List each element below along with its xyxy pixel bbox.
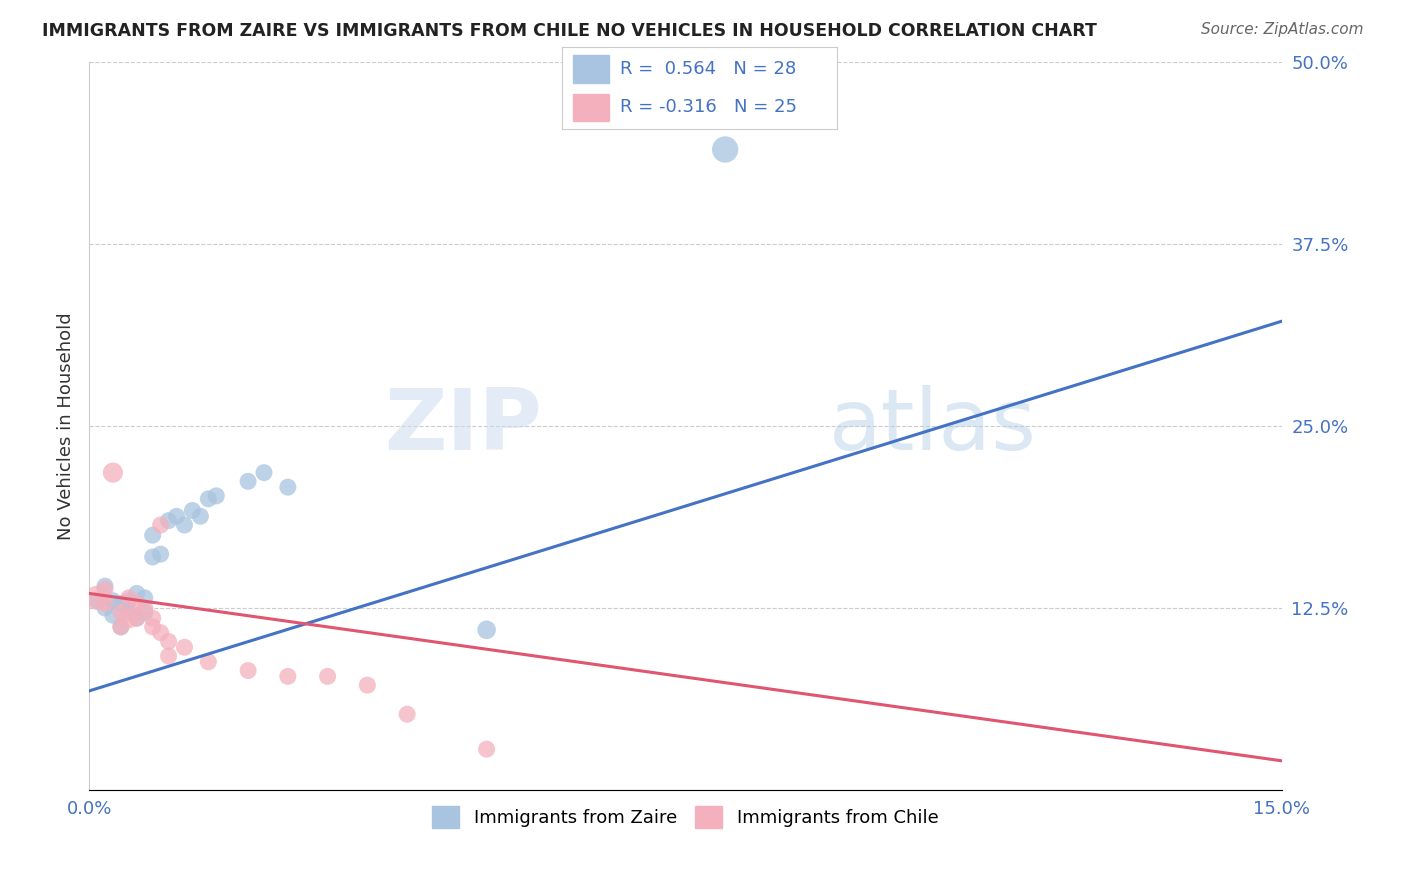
Point [125, 611, 148, 625]
Point [118, 611, 141, 625]
Point [125, 586, 148, 600]
Point [142, 528, 165, 542]
Point [110, 620, 132, 634]
Point [166, 509, 188, 524]
Point [142, 620, 165, 634]
Point [94, 601, 117, 615]
Point [475, 623, 498, 637]
Point [118, 591, 141, 605]
Point [277, 669, 299, 683]
Point [236, 664, 259, 678]
Point [181, 503, 204, 517]
Legend: Immigrants from Zaire, Immigrants from Chile: Immigrants from Zaire, Immigrants from C… [425, 799, 946, 836]
Point [236, 475, 259, 489]
Point [253, 466, 276, 480]
Point [157, 648, 180, 663]
Text: Source: ZipAtlas.com: Source: ZipAtlas.com [1201, 22, 1364, 37]
Point [125, 597, 148, 611]
Point [94, 582, 117, 596]
Point [197, 655, 219, 669]
Text: IMMIGRANTS FROM ZAIRE VS IMMIGRANTS FROM CHILE NO VEHICLES IN HOUSEHOLD CORRELAT: IMMIGRANTS FROM ZAIRE VS IMMIGRANTS FROM… [42, 22, 1097, 40]
Y-axis label: No Vehicles in Household: No Vehicles in Household [58, 312, 75, 540]
Point [125, 611, 148, 625]
Point [149, 518, 172, 533]
Point [118, 605, 141, 619]
Point [86, 593, 108, 607]
Point [134, 605, 156, 619]
Point [94, 597, 117, 611]
Point [316, 669, 339, 683]
Point [277, 480, 299, 494]
Point [134, 601, 156, 615]
Point [134, 591, 156, 605]
Point [157, 634, 180, 648]
Point [149, 547, 172, 561]
Text: R =  0.564   N = 28: R = 0.564 N = 28 [620, 60, 796, 78]
Point [142, 611, 165, 625]
Point [205, 489, 228, 503]
Point [110, 620, 132, 634]
Point [118, 593, 141, 607]
Bar [574, 94, 609, 121]
Point [356, 678, 378, 692]
Point [157, 514, 180, 528]
Text: ZIP: ZIP [384, 384, 543, 467]
Point [101, 593, 124, 607]
Point [173, 640, 195, 655]
Point [714, 143, 737, 157]
Point [475, 742, 498, 756]
Point [142, 549, 165, 564]
Text: atlas: atlas [828, 384, 1036, 467]
Point [197, 491, 219, 506]
Point [173, 518, 195, 533]
Point [110, 597, 132, 611]
Text: R = -0.316   N = 25: R = -0.316 N = 25 [620, 98, 797, 116]
Point [149, 625, 172, 640]
Point [101, 466, 124, 480]
Point [190, 509, 212, 524]
Point [86, 591, 108, 605]
Point [396, 707, 419, 722]
Point [94, 579, 117, 593]
Point [110, 605, 132, 619]
Point [101, 608, 124, 623]
Bar [574, 55, 609, 83]
